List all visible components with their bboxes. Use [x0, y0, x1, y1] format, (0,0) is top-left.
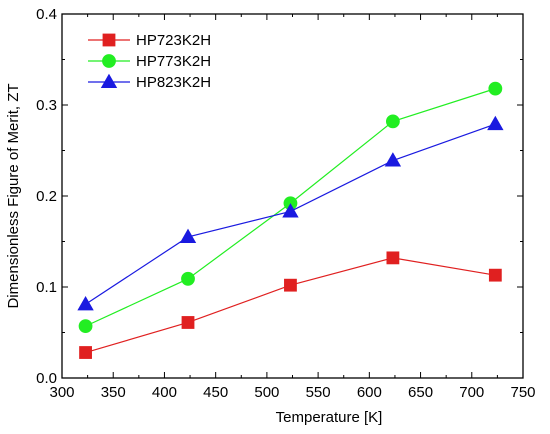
x-tick-label: 650 — [408, 384, 433, 401]
legend-entry: HP823K2H — [88, 73, 211, 91]
legend-marker — [100, 73, 118, 89]
legend-entry: HP723K2H — [88, 32, 211, 49]
series-line — [85, 257, 496, 354]
x-tick-label: 400 — [152, 384, 177, 401]
x-tick-label: 350 — [101, 384, 126, 401]
plot-frame — [61, 13, 524, 379]
y-tick-label: 0.0 — [36, 370, 57, 387]
y-tick-label: 0.4 — [36, 6, 57, 23]
series-hp723k2h — [79, 251, 502, 359]
data-point — [181, 316, 195, 329]
data-point — [282, 203, 299, 218]
y-tick-label: 0.3 — [36, 97, 57, 114]
legend-entry: HP773K2H — [88, 53, 211, 70]
data-point — [284, 278, 297, 292]
data-point — [386, 251, 400, 265]
data-point — [487, 115, 504, 131]
legend-label: HP773K2H — [136, 53, 211, 70]
data-point — [77, 295, 94, 311]
x-axis-title: Temperature [K] — [276, 409, 383, 426]
data-point — [384, 152, 402, 167]
legend-label: HP723K2H — [136, 32, 211, 49]
x-tick-label: 300 — [49, 384, 74, 401]
data-point — [181, 271, 195, 286]
data-point — [488, 268, 502, 282]
data-point — [79, 346, 92, 359]
legend-marker — [102, 33, 116, 47]
data-point — [385, 114, 400, 129]
data-point — [488, 81, 503, 96]
y-axis-title: Dimensionless Figure of Merit, ZT — [5, 83, 22, 308]
legend-marker — [102, 54, 116, 68]
x-tick-label: 750 — [510, 384, 535, 401]
legend-label: HP823K2H — [136, 74, 211, 91]
x-tick-label: 450 — [203, 384, 228, 401]
series-hp823k2h — [77, 115, 504, 311]
y-tick-label: 0.1 — [36, 279, 57, 296]
data-point — [179, 228, 197, 243]
x-tick-label: 550 — [306, 384, 331, 401]
x-tick-label: 600 — [357, 384, 382, 401]
data-point — [78, 319, 93, 334]
y-tick-label: 0.2 — [36, 188, 57, 205]
x-tick-label: 700 — [459, 384, 484, 401]
x-tick-label: 500 — [254, 384, 279, 401]
